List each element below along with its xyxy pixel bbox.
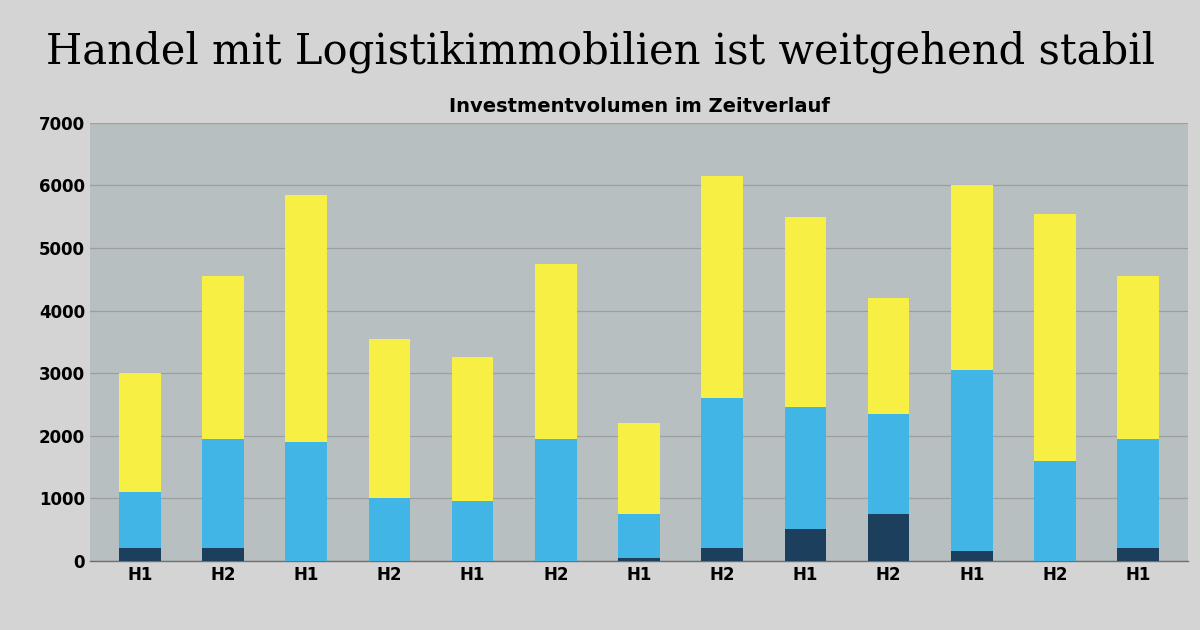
Bar (203, 438, 244, 548)
Bar (119, 492, 161, 548)
Bar (950, 370, 992, 551)
Bar (286, 195, 328, 442)
Bar (701, 176, 743, 398)
Bar (119, 373, 161, 492)
Bar (286, 442, 328, 561)
Bar (1117, 438, 1159, 548)
Bar (203, 548, 244, 561)
Bar (785, 217, 826, 408)
Bar (203, 276, 244, 438)
Bar (701, 398, 743, 548)
Bar (535, 263, 577, 438)
Bar (868, 514, 910, 561)
Bar (701, 548, 743, 561)
Bar (950, 551, 992, 561)
Bar (618, 558, 660, 561)
Bar (119, 548, 161, 561)
Bar (1034, 461, 1075, 561)
Bar (452, 501, 493, 561)
Bar (950, 185, 992, 370)
Bar (1117, 276, 1159, 438)
Bar (535, 438, 577, 561)
Bar (868, 414, 910, 514)
Bar (368, 339, 410, 498)
Bar (618, 423, 660, 514)
Bar (368, 498, 410, 561)
Bar (1034, 214, 1075, 461)
Title: Investmentvolumen im Zeitverlauf: Investmentvolumen im Zeitverlauf (449, 97, 829, 116)
Bar (1117, 548, 1159, 561)
Text: Handel mit Logistikimmobilien ist weitgehend stabil: Handel mit Logistikimmobilien ist weitge… (46, 30, 1154, 72)
Bar (452, 357, 493, 501)
Bar (618, 514, 660, 558)
Bar (868, 298, 910, 414)
Bar (785, 408, 826, 529)
Bar (785, 529, 826, 561)
